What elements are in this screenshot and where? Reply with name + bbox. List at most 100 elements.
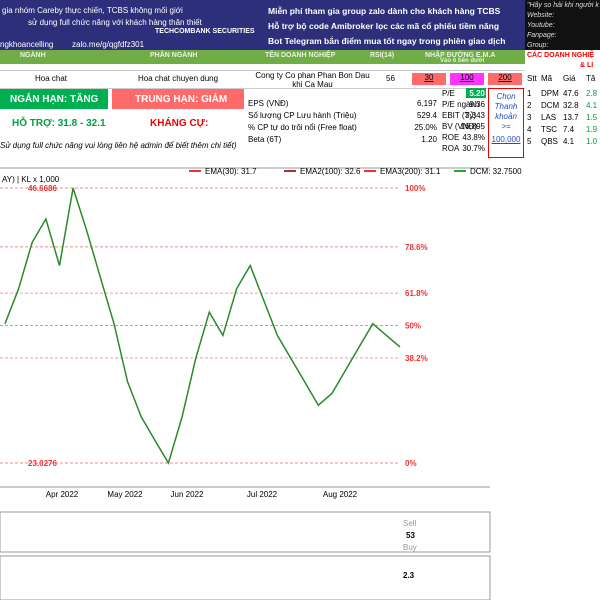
- brand-logo: TECHCOMBANK SECURITIES: [155, 28, 255, 35]
- liquidity-label: Chọn: [496, 92, 516, 101]
- fund-label: ROA: [442, 144, 460, 153]
- peer-cell: DCM: [541, 101, 560, 110]
- column-header: TÊN DOANH NGHIỆP: [265, 52, 336, 59]
- indicator-panel: [0, 511, 491, 553]
- low-label: 23.0276: [28, 459, 57, 468]
- month-label: May 2022: [107, 490, 143, 499]
- peer-cell: 13.7: [563, 113, 579, 122]
- peer-cell: 4.1: [563, 137, 575, 146]
- ema-input[interactable]: 200: [488, 73, 522, 85]
- legend-item: EMA(30): 31.7: [205, 167, 257, 176]
- price-line: [4, 187, 401, 465]
- banner-text: sử dụng full chức năng với khách hàng th…: [28, 18, 202, 27]
- peer-cell: 1.0: [586, 137, 598, 146]
- peers-title: & LI: [580, 62, 594, 69]
- legend-item: DCM: 32.7500: [470, 167, 522, 176]
- column-header: NHẬP ĐƯỜNG E.M.A: [425, 52, 496, 59]
- buy-label: Buy: [403, 543, 417, 552]
- fib-label: 78.6%: [405, 243, 428, 252]
- peer-cell: 2: [527, 101, 532, 110]
- fib-label: 50%: [405, 322, 421, 331]
- peer-cell: 5: [527, 137, 532, 146]
- pe-cell: [466, 88, 486, 98]
- note: Sử dụng full chức năng vui lòng liên hệ …: [0, 141, 237, 150]
- peers-header: Mã: [541, 74, 553, 83]
- fund-value: 9.36: [469, 100, 485, 109]
- banner-right: [525, 0, 600, 50]
- banner-link: Group:: [527, 42, 549, 49]
- peer-cell: 2.8: [586, 89, 598, 98]
- peer-cell: 32.8: [563, 101, 579, 110]
- banner-text: zalo.me/g/qgfdfz301: [72, 40, 145, 49]
- banner-bullet: Hỗ trợ bộ code Amibroker lọc các mã cổ p…: [268, 21, 500, 31]
- month-label: Jun 2022: [171, 490, 204, 499]
- mid-trend-cell: [112, 89, 244, 109]
- fund-label: % CP tự do trôi nổi (Free float): [248, 123, 357, 132]
- sub-industry: Hoa chat chuyen dung: [138, 74, 219, 83]
- peer-cell: TSC: [541, 125, 557, 134]
- high-label: 46.6686: [28, 184, 57, 193]
- banner-text: gia nhóm Careby thực chiến, TCBS không m…: [2, 6, 183, 15]
- column-header: PHÂN NGÀNH: [150, 52, 198, 59]
- month-label: Apr 2022: [46, 490, 79, 499]
- banner-link: "Hãy so hải khi người k: [527, 2, 599, 9]
- peer-cell: QBS: [541, 137, 558, 146]
- fib-label: 38.2%: [405, 354, 428, 363]
- header-row: [0, 50, 525, 64]
- peer-cell: 3: [527, 113, 532, 122]
- chart: AY) | KL x 1,000 EMA(30): 31.7 EMA2(100): …: [0, 167, 522, 600]
- legend-item: EMA2(100): 32.6: [300, 167, 361, 176]
- rsi: 56: [386, 74, 395, 83]
- peer-cell: 1.9: [586, 125, 598, 134]
- indicator-panel: [0, 555, 491, 600]
- fund-value: 25.0%: [414, 123, 437, 132]
- fib-label: 100%: [405, 184, 425, 193]
- column-header: Vào ô bên dưới: [440, 58, 485, 64]
- banner: [0, 0, 525, 50]
- banner-link: Fanpage:: [527, 32, 557, 39]
- indicator-value: 53: [406, 531, 415, 540]
- volume-label: AY) | KL x 1,000: [2, 175, 60, 184]
- peers-header: Tă: [586, 74, 596, 83]
- fund-value: 30.7%: [462, 144, 485, 153]
- liquidity-value[interactable]: 100,000: [491, 135, 521, 144]
- macd-value: 2.3: [403, 571, 415, 580]
- fund-value: 5.20: [469, 89, 485, 98]
- fund-label: ROE: [442, 133, 460, 142]
- liquidity-label: Thanh: [494, 102, 518, 111]
- banner-bullet: Miễn phí tham gia group zalo dành cho kh…: [268, 6, 501, 16]
- fund-label: Beta (6T): [248, 135, 282, 144]
- fund-label: BV (VNĐ): [442, 122, 478, 131]
- sell-label: Sell: [403, 519, 417, 528]
- legend-item: EMA3(200): 31.1: [380, 167, 441, 176]
- ema-input[interactable]: 30: [412, 73, 446, 85]
- month-label: Aug 2022: [323, 490, 358, 499]
- peer-cell: 7.4: [563, 125, 575, 134]
- fund-value: 6,197: [416, 99, 437, 108]
- month-label: Jul 2022: [247, 490, 278, 499]
- company-name: Cong ty Co phan Phan Bon Dau khi Ca Mau: [255, 71, 370, 89]
- support: HỖ TRỢ: 31.8 - 32.1: [12, 118, 106, 129]
- peer-cell: 1: [527, 89, 532, 98]
- fund-label: EPS (VNĐ): [248, 99, 289, 108]
- liquidity-label: >=: [501, 122, 511, 131]
- fund-value: 529.4: [416, 111, 437, 120]
- mid-trend: TRUNG HẠN: GIẢM: [135, 94, 228, 105]
- fib-label: 61.8%: [405, 289, 428, 298]
- fund-label: P/E ngành: [442, 100, 480, 109]
- industry: Hoa chat: [35, 74, 68, 83]
- peers-title: CÁC DOANH NGHIỆ: [527, 52, 594, 59]
- liquidity-box: [488, 88, 524, 158]
- banner-bullet: Bot Telegram bắn điểm mua tốt ngay trong…: [268, 36, 506, 46]
- fund-label: P/E: [442, 89, 455, 98]
- peer-cell: LAS: [541, 113, 557, 122]
- fund-value: 1.20: [421, 135, 437, 144]
- fund-label: Số lượng CP Lưu hành (Triệu): [248, 111, 357, 120]
- peer-cell: DPM: [541, 89, 559, 98]
- fund-value: 43.8%: [462, 133, 485, 142]
- peers-header: Giá: [563, 74, 576, 83]
- ema-input[interactable]: 100: [450, 73, 484, 85]
- peer-cell: 4: [527, 125, 532, 134]
- peers-header: Stt: [527, 74, 537, 83]
